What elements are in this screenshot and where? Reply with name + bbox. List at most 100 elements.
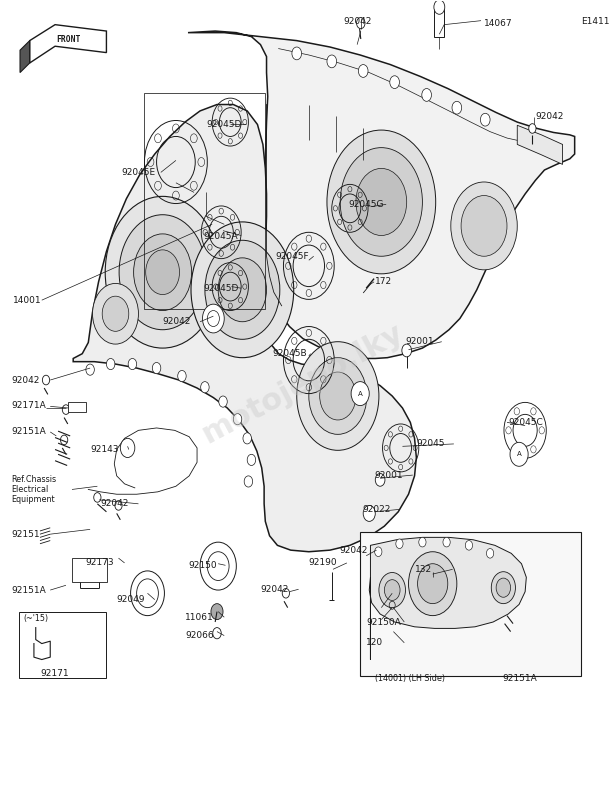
- Text: 92066: 92066: [185, 631, 213, 640]
- Circle shape: [351, 382, 369, 406]
- Circle shape: [106, 358, 115, 370]
- Polygon shape: [73, 105, 416, 552]
- Text: 92151A: 92151A: [12, 586, 46, 594]
- Circle shape: [128, 358, 137, 370]
- Circle shape: [486, 549, 494, 558]
- Text: 92042: 92042: [339, 546, 367, 554]
- Circle shape: [357, 18, 365, 29]
- Circle shape: [233, 414, 242, 425]
- Text: 92045D: 92045D: [206, 120, 242, 129]
- Circle shape: [320, 372, 356, 420]
- Circle shape: [452, 102, 462, 114]
- Circle shape: [200, 382, 209, 393]
- Circle shape: [529, 124, 536, 134]
- Text: 92001: 92001: [405, 338, 434, 346]
- Circle shape: [422, 89, 432, 102]
- Text: 92143: 92143: [90, 445, 119, 454]
- Circle shape: [384, 580, 400, 601]
- Circle shape: [105, 196, 220, 348]
- Circle shape: [243, 433, 252, 444]
- Circle shape: [309, 358, 367, 434]
- Bar: [19, 612, 106, 678]
- Text: (14001) (LH Side): (14001) (LH Side): [375, 674, 445, 683]
- Bar: [360, 532, 581, 675]
- Text: 92045B: 92045B: [272, 349, 308, 358]
- Circle shape: [363, 506, 375, 522]
- Text: 92045C: 92045C: [508, 418, 543, 427]
- Text: 92173: 92173: [85, 558, 114, 567]
- Text: 92042: 92042: [12, 375, 40, 385]
- Text: 92049: 92049: [117, 595, 145, 604]
- Circle shape: [496, 578, 510, 598]
- Bar: [72, 558, 107, 582]
- Text: 92042: 92042: [344, 17, 372, 26]
- Text: 92151A: 92151A: [12, 427, 46, 437]
- Text: 92171A: 92171A: [12, 401, 46, 410]
- Circle shape: [359, 65, 368, 78]
- Circle shape: [327, 55, 336, 68]
- Text: Electrical: Electrical: [12, 485, 49, 494]
- Circle shape: [42, 375, 50, 385]
- Circle shape: [390, 76, 400, 89]
- Polygon shape: [369, 538, 526, 659]
- Circle shape: [297, 342, 379, 450]
- Circle shape: [133, 234, 192, 310]
- Circle shape: [119, 214, 206, 330]
- Text: motojepo.lky: motojepo.lky: [197, 318, 408, 450]
- Circle shape: [461, 195, 507, 256]
- Circle shape: [60, 435, 68, 445]
- Circle shape: [200, 542, 236, 590]
- Text: 92022: 92022: [362, 505, 391, 514]
- Text: 11061: 11061: [185, 613, 214, 622]
- Circle shape: [466, 541, 472, 550]
- Circle shape: [115, 501, 122, 510]
- Circle shape: [205, 240, 280, 339]
- Text: 92150: 92150: [188, 561, 216, 570]
- Text: 92150A: 92150A: [366, 618, 401, 626]
- Circle shape: [402, 344, 411, 357]
- Text: 92045F: 92045F: [276, 252, 309, 261]
- Text: 92042: 92042: [261, 585, 289, 594]
- Text: 120: 120: [366, 638, 383, 647]
- Circle shape: [178, 370, 186, 382]
- Text: E1411: E1411: [581, 17, 609, 26]
- Circle shape: [247, 454, 256, 466]
- Circle shape: [219, 396, 228, 407]
- Polygon shape: [188, 31, 574, 358]
- Text: 132: 132: [415, 565, 432, 574]
- Circle shape: [434, 0, 445, 14]
- Bar: [68, 402, 87, 412]
- Text: 92190: 92190: [309, 558, 338, 567]
- Polygon shape: [517, 126, 563, 165]
- Circle shape: [93, 493, 101, 502]
- Circle shape: [282, 589, 290, 598]
- Text: Ref.Chassis: Ref.Chassis: [12, 475, 57, 484]
- Circle shape: [510, 442, 528, 466]
- Text: 92151A: 92151A: [502, 674, 537, 683]
- Polygon shape: [30, 25, 106, 63]
- Text: 92151: 92151: [12, 530, 40, 538]
- Text: 92045E: 92045E: [122, 168, 156, 177]
- Circle shape: [375, 474, 385, 486]
- Circle shape: [419, 538, 426, 547]
- Text: 92042: 92042: [162, 318, 191, 326]
- Text: 14067: 14067: [484, 19, 513, 28]
- Circle shape: [202, 304, 224, 333]
- Text: 92042: 92042: [536, 112, 564, 121]
- Bar: [434, 9, 444, 37]
- Circle shape: [211, 604, 223, 620]
- Text: 92045D: 92045D: [203, 284, 239, 293]
- Circle shape: [480, 114, 490, 126]
- Circle shape: [121, 438, 135, 458]
- Text: 14001: 14001: [13, 296, 41, 305]
- Text: 92001: 92001: [374, 470, 403, 479]
- Circle shape: [491, 572, 515, 604]
- Text: Equipment: Equipment: [12, 494, 55, 503]
- Circle shape: [408, 552, 457, 616]
- Polygon shape: [20, 41, 30, 73]
- Circle shape: [86, 364, 94, 375]
- Circle shape: [92, 283, 138, 344]
- Text: (~'15): (~'15): [23, 614, 49, 623]
- Circle shape: [327, 130, 435, 274]
- Circle shape: [218, 258, 266, 322]
